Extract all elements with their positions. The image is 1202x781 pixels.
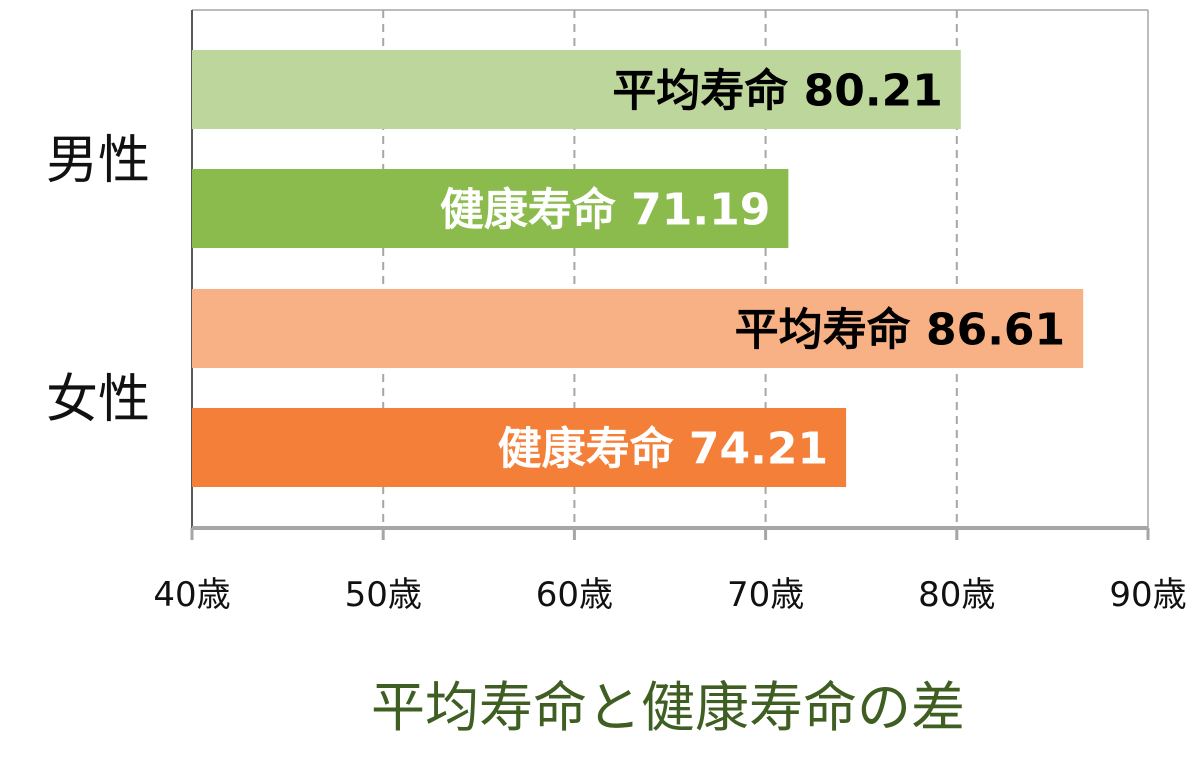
x-tick-label-80: 80歳 (918, 575, 995, 615)
x-tick-label-50: 50歳 (345, 575, 422, 615)
x-axis: 40歳 50歳 60歳 70歳 80歳 90歳 (153, 526, 1187, 615)
bar-male-average (192, 50, 961, 129)
chart-title: 平均寿命と健康寿命の差 (371, 676, 965, 739)
bar-female-average (192, 289, 1084, 368)
bar-label-female-average: 平均寿命 86.61 (735, 305, 1066, 356)
bars: 平均寿命 80.21 健康寿命 71.19 平均寿命 86.61 健康寿命 74.21 (192, 50, 1084, 487)
bar-label-female-healthy: 健康寿命 74.21 (498, 424, 829, 475)
x-tick-label-40: 40歳 (153, 575, 230, 615)
x-tick-label-60: 60歳 (536, 575, 613, 615)
group-label-female: 女性 (46, 370, 150, 430)
group-label-male: 男性 (46, 131, 150, 191)
x-tick-label-70: 70歳 (727, 575, 804, 615)
x-tick-label-90: 90歳 (1109, 575, 1186, 615)
bar-male-healthy (192, 169, 789, 248)
bar-label-male-healthy: 健康寿命 71.19 (440, 185, 771, 236)
bar-label-male-average: 平均寿命 80.21 (612, 66, 943, 117)
bar-female-healthy (192, 408, 847, 487)
